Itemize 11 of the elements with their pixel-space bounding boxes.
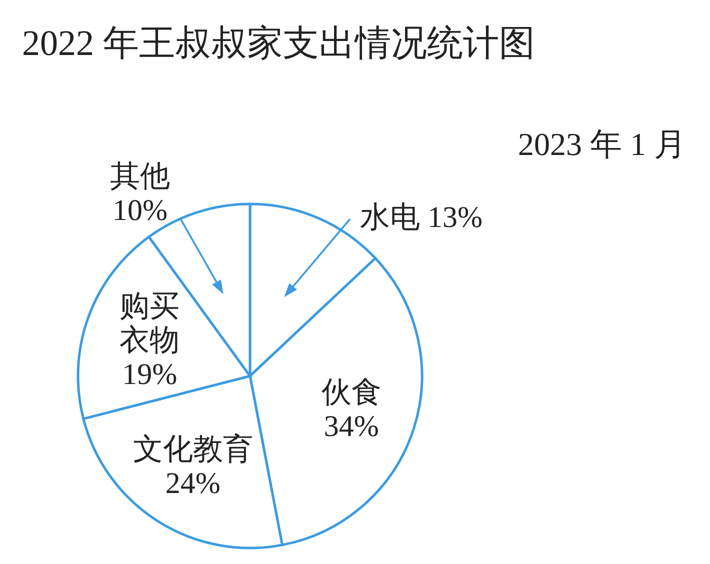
- slice-label: 伙食: [321, 376, 382, 409]
- data-label: 24%: [165, 467, 220, 500]
- text: 2023 年 1 月: [518, 126, 686, 162]
- slice-label: 购买衣物: [120, 290, 180, 357]
- slice-label: 文化教育: [132, 433, 253, 466]
- data-label: 10%: [112, 194, 168, 227]
- slice-label: 其他: [110, 160, 170, 193]
- chart-title: 2022 年王叔叔家支出情况统计图: [22, 23, 535, 63]
- data-label: 19%: [122, 358, 178, 391]
- slice-label: 水电 13%: [360, 201, 482, 234]
- data-label: 34%: [324, 410, 379, 443]
